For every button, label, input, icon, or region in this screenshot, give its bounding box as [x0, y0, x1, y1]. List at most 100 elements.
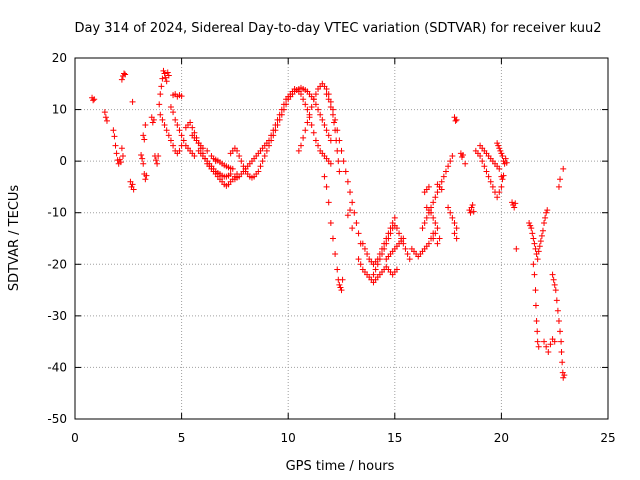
data-point	[310, 129, 317, 136]
data-point	[481, 163, 488, 170]
y-tick-label: 0	[59, 154, 67, 168]
data-point	[163, 127, 170, 134]
data-point	[272, 122, 279, 129]
data-point	[544, 207, 551, 214]
data-point	[332, 250, 339, 257]
data-point	[467, 209, 474, 216]
data-point	[449, 214, 456, 221]
data-point	[159, 75, 166, 82]
data-point	[312, 137, 319, 144]
data-point	[451, 230, 458, 237]
data-point	[532, 245, 539, 252]
data-point	[325, 96, 332, 103]
data-point	[312, 91, 319, 98]
data-point	[541, 338, 548, 345]
data-point	[489, 183, 496, 190]
data-point	[344, 212, 351, 219]
data-point	[355, 230, 362, 237]
data-point	[236, 152, 243, 159]
data-point	[534, 338, 541, 345]
data-point	[191, 152, 198, 159]
grid-lines	[75, 58, 608, 419]
data-point	[170, 142, 177, 149]
data-point	[494, 140, 501, 147]
data-point	[112, 142, 119, 149]
data-point	[187, 119, 194, 126]
data-point	[381, 245, 388, 252]
data-point	[110, 127, 117, 134]
data-point	[434, 225, 441, 232]
data-point	[158, 83, 165, 90]
data-point	[278, 106, 285, 113]
data-point	[304, 119, 311, 126]
data-point	[560, 374, 567, 381]
data-point	[430, 235, 437, 242]
data-point	[334, 147, 341, 154]
data-point	[142, 122, 149, 129]
data-point	[276, 111, 283, 118]
data-point	[339, 276, 346, 283]
data-point	[176, 127, 183, 134]
data-point	[526, 220, 533, 227]
data-point	[300, 134, 307, 141]
data-point	[157, 91, 164, 98]
data-point	[302, 127, 309, 134]
data-point	[325, 132, 332, 139]
data-point	[430, 214, 437, 221]
x-tick-label: 25	[600, 431, 615, 445]
data-point	[527, 222, 534, 229]
data-point	[165, 132, 172, 139]
data-point	[428, 204, 435, 211]
data-point	[167, 137, 174, 144]
data-point	[321, 173, 328, 180]
data-point	[101, 109, 108, 116]
data-point	[347, 189, 354, 196]
data-point	[229, 165, 236, 172]
chart-title: Day 314 of 2024, Sidereal Day-to-day VTE…	[74, 21, 601, 36]
data-point	[532, 302, 539, 309]
data-point	[538, 232, 545, 239]
data-point	[165, 72, 172, 79]
data-point	[557, 328, 564, 335]
data-point	[327, 103, 334, 110]
data-point	[438, 178, 445, 185]
data-point	[156, 101, 163, 108]
tick-marks	[74, 57, 609, 420]
data-point	[468, 204, 475, 211]
data-point	[561, 372, 568, 379]
data-point	[255, 168, 262, 175]
data-point	[503, 159, 510, 166]
data-point	[161, 70, 168, 77]
data-point	[117, 159, 124, 166]
data-point	[364, 250, 371, 257]
data-point	[469, 201, 476, 208]
data-point	[406, 256, 413, 263]
data-point	[537, 238, 544, 245]
data-point	[434, 240, 441, 247]
data-point	[310, 96, 317, 103]
data-point	[554, 307, 561, 314]
data-point	[317, 111, 324, 118]
data-point	[164, 69, 171, 76]
data-point	[263, 147, 270, 154]
data-point	[312, 101, 319, 108]
data-point	[118, 76, 125, 83]
data-point	[266, 137, 273, 144]
data-point	[143, 172, 150, 179]
data-point	[559, 369, 566, 376]
data-point	[496, 165, 503, 172]
data-point	[560, 165, 567, 172]
data-point	[238, 158, 245, 165]
data-point	[393, 225, 400, 232]
data-point	[323, 91, 330, 98]
data-point	[479, 158, 486, 165]
data-point	[425, 183, 432, 190]
data-point	[116, 156, 123, 163]
data-point	[543, 343, 550, 350]
data-point	[129, 181, 136, 188]
data-point	[257, 163, 264, 170]
x-axis-label: GPS time / hours	[286, 459, 395, 474]
data-point	[308, 103, 315, 110]
data-point	[336, 281, 343, 288]
data-point	[140, 132, 147, 139]
